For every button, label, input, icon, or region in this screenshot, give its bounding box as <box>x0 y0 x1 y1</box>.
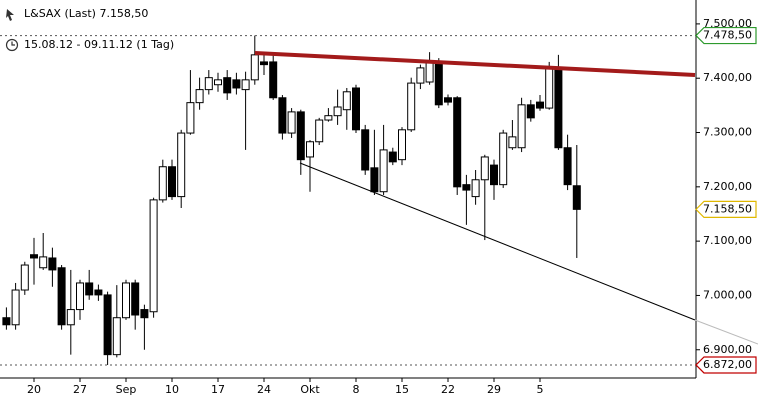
price-tag <box>695 26 757 45</box>
candle-body <box>287 111 296 134</box>
candle-body <box>453 97 462 188</box>
price-tag <box>695 356 757 374</box>
x-tick-label: 29 <box>487 383 501 396</box>
trendline-extension <box>694 319 758 345</box>
chart-subtitle: 15.08.12 - 09.11.12 (1 Tag) <box>24 38 174 51</box>
candle-body <box>398 129 406 161</box>
candle-body <box>407 82 416 131</box>
candle-body <box>48 257 57 271</box>
candle-body <box>177 132 186 198</box>
candle-body <box>39 256 48 269</box>
candle-body <box>278 97 287 134</box>
candle-body <box>315 119 324 143</box>
candle-body <box>333 106 342 117</box>
candle-body <box>66 309 75 326</box>
candle-body <box>554 67 563 149</box>
candle-body <box>140 309 149 319</box>
candle-body <box>545 67 554 109</box>
candle-body <box>434 61 443 106</box>
y-tick-label: 7.100,00 <box>703 234 752 247</box>
chart-title: L&SAX (Last) 7.158,50 <box>24 7 148 20</box>
x-tick-label: 17 <box>211 383 225 396</box>
candle-body <box>103 294 112 356</box>
candle-body <box>223 77 232 94</box>
header-icon <box>6 9 14 21</box>
candle-body <box>517 104 526 149</box>
x-tick-label: 24 <box>257 383 271 396</box>
x-tick-label: 22 <box>441 383 455 396</box>
x-tick-label: 5 <box>537 383 544 396</box>
candle-body <box>112 317 121 356</box>
candle-body <box>462 184 471 191</box>
candle-body <box>499 132 508 186</box>
candle-body <box>94 289 103 296</box>
candle-body <box>241 79 250 91</box>
candle-body <box>296 111 305 161</box>
candle-body <box>526 104 535 119</box>
candle-body <box>536 101 544 109</box>
candle-body <box>563 147 572 186</box>
trendline-support <box>299 162 696 321</box>
y-tick-label: 6.900,00 <box>703 343 752 356</box>
candle-body <box>85 282 94 296</box>
candle-body <box>416 67 425 84</box>
candle-body <box>20 264 29 291</box>
candle-body <box>204 77 213 91</box>
candle-body <box>2 317 11 326</box>
price-tag-label: 6.872,00 <box>703 358 752 371</box>
candle-body <box>158 166 167 201</box>
y-tick-label: 7.000,00 <box>703 288 752 301</box>
trendline-resistance <box>254 51 696 77</box>
x-tick-label: 20 <box>27 383 41 396</box>
x-tick-label: 27 <box>73 383 87 396</box>
price-tag-label: 7.158,50 <box>703 202 752 215</box>
candle-body <box>342 91 351 111</box>
clock-icon <box>5 38 19 52</box>
x-tick-label: Sep <box>116 383 137 396</box>
candle-body <box>76 282 84 311</box>
candle-body <box>490 164 498 186</box>
candle-body <box>195 89 204 104</box>
candle-body <box>444 97 452 103</box>
candle-body <box>480 156 489 181</box>
candle-body <box>260 61 268 66</box>
candle-body <box>186 102 195 134</box>
candle-body <box>324 115 333 121</box>
price-tag <box>695 200 757 218</box>
x-tick-label: 10 <box>165 383 179 396</box>
candle-body <box>306 141 314 158</box>
candle-body <box>508 136 517 149</box>
x-tick-label: 15 <box>395 383 409 396</box>
candle-body <box>232 79 241 89</box>
candle-body <box>131 282 140 316</box>
candle-body <box>370 167 379 193</box>
candle-body <box>122 282 130 319</box>
candle-body <box>168 166 176 198</box>
candle-body <box>250 54 259 81</box>
x-tick-label: 8 <box>353 383 360 396</box>
candle-body <box>269 61 278 99</box>
candle-body <box>471 179 480 198</box>
price-tag-label: 7.478,50 <box>703 29 752 42</box>
y-tick-label: 7.400,00 <box>703 71 752 84</box>
candle-body <box>572 185 581 210</box>
candle-body <box>361 129 370 171</box>
candle-body <box>30 254 38 259</box>
y-tick-label: 7.500,00 <box>703 17 752 30</box>
candle-body <box>352 87 360 131</box>
candle-body <box>11 289 20 326</box>
candle-body <box>214 79 222 86</box>
y-tick-label: 7.200,00 <box>703 180 752 193</box>
candle-body <box>425 61 434 83</box>
candle-body <box>379 149 388 193</box>
y-tick-label: 7.300,00 <box>703 126 752 139</box>
candle-body <box>388 151 397 163</box>
candle-body <box>57 267 66 326</box>
candle-body <box>149 199 158 313</box>
x-tick-label: Okt <box>300 383 320 396</box>
